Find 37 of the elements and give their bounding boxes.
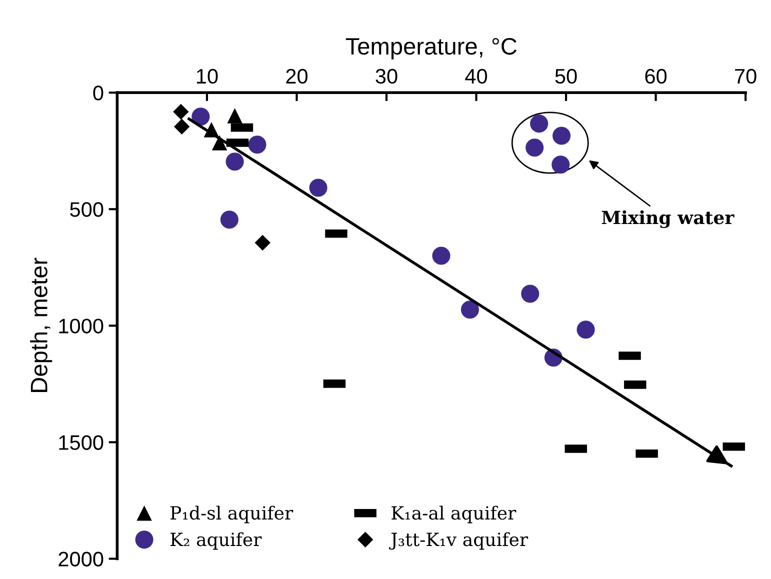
- point: [220, 210, 238, 229]
- y-tick-label: 500: [70, 202, 104, 217]
- point: [530, 114, 548, 133]
- point: [174, 118, 190, 135]
- point: [526, 138, 544, 157]
- point: [226, 152, 244, 171]
- x-tick-label: 70: [735, 68, 756, 84]
- point: [248, 136, 266, 154]
- y-tick-label: 0: [93, 86, 104, 100]
- point: [552, 156, 570, 174]
- x-axis-title: Temperature, °C: [346, 38, 517, 60]
- y-tick-label: 2000: [58, 552, 104, 566]
- legend-label: K₂ aquifer: [170, 532, 262, 550]
- point: [432, 246, 450, 265]
- point: [173, 104, 189, 120]
- point: [576, 320, 595, 339]
- legend-label: P₁d-sl aquifer: [170, 506, 294, 524]
- y-tick-label: 1000: [59, 318, 104, 334]
- x-tick-label: 20: [286, 68, 308, 84]
- point: [552, 126, 571, 145]
- point: [212, 135, 228, 150]
- legend-label: J₃tt-K₁v aquifer: [389, 532, 528, 550]
- point: [254, 234, 270, 251]
- x-tick-label: 10: [196, 68, 218, 84]
- point: [227, 108, 242, 124]
- legend-label: K₁a-al aquifer: [392, 506, 516, 524]
- annotation: Mixing water: [602, 210, 734, 228]
- point: [309, 178, 328, 197]
- point: [192, 108, 210, 126]
- point: [521, 284, 540, 303]
- x-tick-label: 50: [555, 68, 577, 84]
- x-tick-label: 40: [465, 68, 488, 84]
- point: [460, 300, 479, 319]
- x-tick-label: 30: [376, 68, 398, 84]
- x-tick-label: 60: [645, 68, 667, 84]
- y-tick-label: 1500: [59, 435, 104, 450]
- y-axis-title: Depth, meter: [30, 258, 52, 392]
